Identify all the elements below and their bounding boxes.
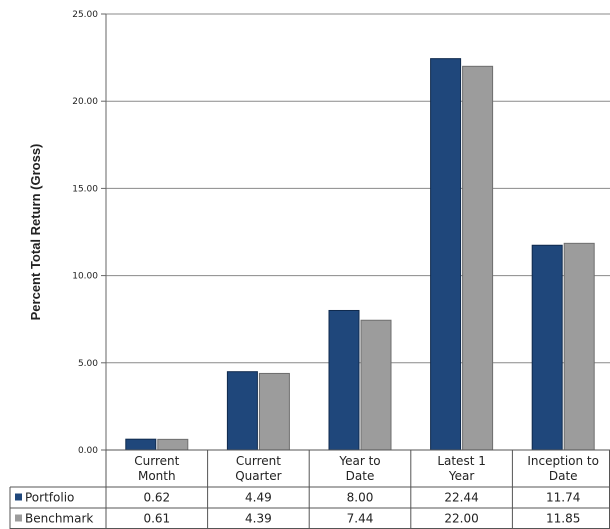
data-label: 11.85 <box>546 512 580 526</box>
bar <box>328 309 360 451</box>
bar <box>430 58 462 451</box>
y-tick-label: 0.00 <box>78 446 98 456</box>
y-tick-label: 15.00 <box>72 184 98 194</box>
bar <box>360 319 392 451</box>
data-label: 8.00 <box>347 491 374 505</box>
data-label: 4.39 <box>245 512 272 526</box>
category-label: Year to <box>338 454 380 468</box>
category-label: Date <box>346 469 375 483</box>
category-label: Date <box>549 469 578 483</box>
data-label: 11.74 <box>546 491 580 505</box>
legend-label: Portfolio <box>25 491 74 505</box>
category-label: Inception to <box>527 454 599 468</box>
category-label: Current <box>236 454 281 468</box>
bar <box>462 65 494 451</box>
legend-swatch <box>15 493 22 501</box>
bar <box>258 372 290 451</box>
legend-label: Benchmark <box>25 512 93 526</box>
y-tick-label: 25.00 <box>72 10 98 20</box>
y-tick-label: 20.00 <box>72 97 98 107</box>
data-label: 7.44 <box>347 512 374 526</box>
category-label: Year <box>448 469 474 483</box>
bar <box>531 244 563 451</box>
y-tick-label: 10.00 <box>72 272 98 282</box>
category-label: Month <box>138 469 176 483</box>
category-label: Quarter <box>235 469 281 483</box>
category-label: Latest 1 <box>437 454 486 468</box>
legend-swatch <box>15 514 22 522</box>
data-label: 0.62 <box>143 491 170 505</box>
bar <box>125 438 157 451</box>
bar <box>563 242 595 451</box>
data-label: 22.00 <box>444 512 478 526</box>
y-tick-label: 5.00 <box>78 359 98 369</box>
data-label: 4.49 <box>245 491 272 505</box>
data-label: 0.61 <box>143 512 170 526</box>
bar <box>226 371 258 451</box>
y-axis-title: Percent Total Return (Gross) <box>28 144 43 321</box>
bar <box>157 438 189 451</box>
category-label: Current <box>134 454 179 468</box>
data-label: 22.44 <box>444 491 478 505</box>
